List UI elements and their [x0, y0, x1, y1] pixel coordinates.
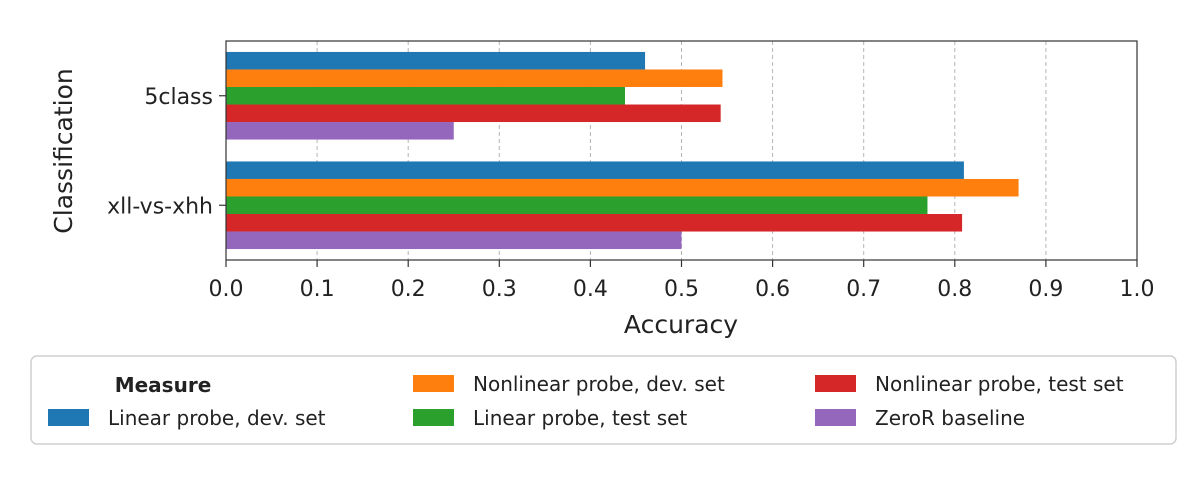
legend-swatch — [815, 375, 856, 392]
legend-label: Nonlinear probe, dev. set — [473, 372, 725, 396]
x-axis-ticks: 0.0 0.1 0.2 0.3 0.4 0.5 0.6 0.7 0.8 0.9 1.0 — [209, 260, 1155, 302]
legend-label: ZeroR baseline — [875, 406, 1025, 430]
bar-5class-1 — [226, 69, 723, 87]
legend-box — [30, 355, 1177, 445]
y-axis-title: Classification — [49, 68, 78, 233]
y-tick-label: 5class — [144, 85, 213, 110]
bar-xll-vs-xhh-3 — [226, 214, 963, 232]
x-tick-label: 0.5 — [664, 277, 699, 302]
bar-5class-3 — [226, 104, 721, 123]
legend-swatch — [413, 409, 454, 426]
x-tick-label: 0.7 — [846, 277, 881, 302]
legend: Measure Linear probe, dev. set Nonlinear … — [30, 355, 1177, 445]
legend-entries: Linear probe, dev. set Nonlinear probe, d… — [48, 372, 1124, 430]
x-tick-label: 0.2 — [391, 277, 426, 302]
y-axis-ticks: 5class xll-vs-xhh — [107, 85, 226, 219]
x-tick-label: 0.8 — [937, 277, 972, 302]
bar-5class-0 — [226, 51, 646, 70]
bars — [226, 51, 1019, 250]
legend-swatch — [815, 409, 856, 426]
x-tick-label: 1.0 — [1120, 277, 1155, 302]
x-tick-label: 0.0 — [209, 277, 244, 302]
legend-title: Measure — [115, 373, 212, 397]
legend-label: Linear probe, dev. set — [108, 406, 326, 430]
bar-xll-vs-xhh-0 — [226, 161, 964, 179]
bar-xll-vs-xhh-4 — [226, 231, 682, 250]
bar-5class-4 — [226, 122, 454, 140]
legend-label: Linear probe, test set — [473, 406, 687, 430]
legend-swatch — [413, 375, 454, 392]
x-tick-label: 0.9 — [1028, 277, 1063, 302]
x-tick-label: 0.6 — [755, 277, 790, 302]
x-axis-title: Accuracy — [624, 310, 738, 339]
bar-5class-2 — [226, 86, 626, 105]
bar-xll-vs-xhh-1 — [226, 178, 1019, 197]
legend-swatch — [48, 409, 89, 426]
legend-label: Nonlinear probe, test set — [875, 372, 1124, 396]
x-tick-label: 0.3 — [482, 277, 517, 302]
y-tick-label: xll-vs-xhh — [107, 194, 213, 219]
bar-xll-vs-xhh-2 — [226, 196, 928, 215]
x-tick-label: 0.4 — [573, 277, 608, 302]
x-tick-label: 0.1 — [300, 277, 335, 302]
